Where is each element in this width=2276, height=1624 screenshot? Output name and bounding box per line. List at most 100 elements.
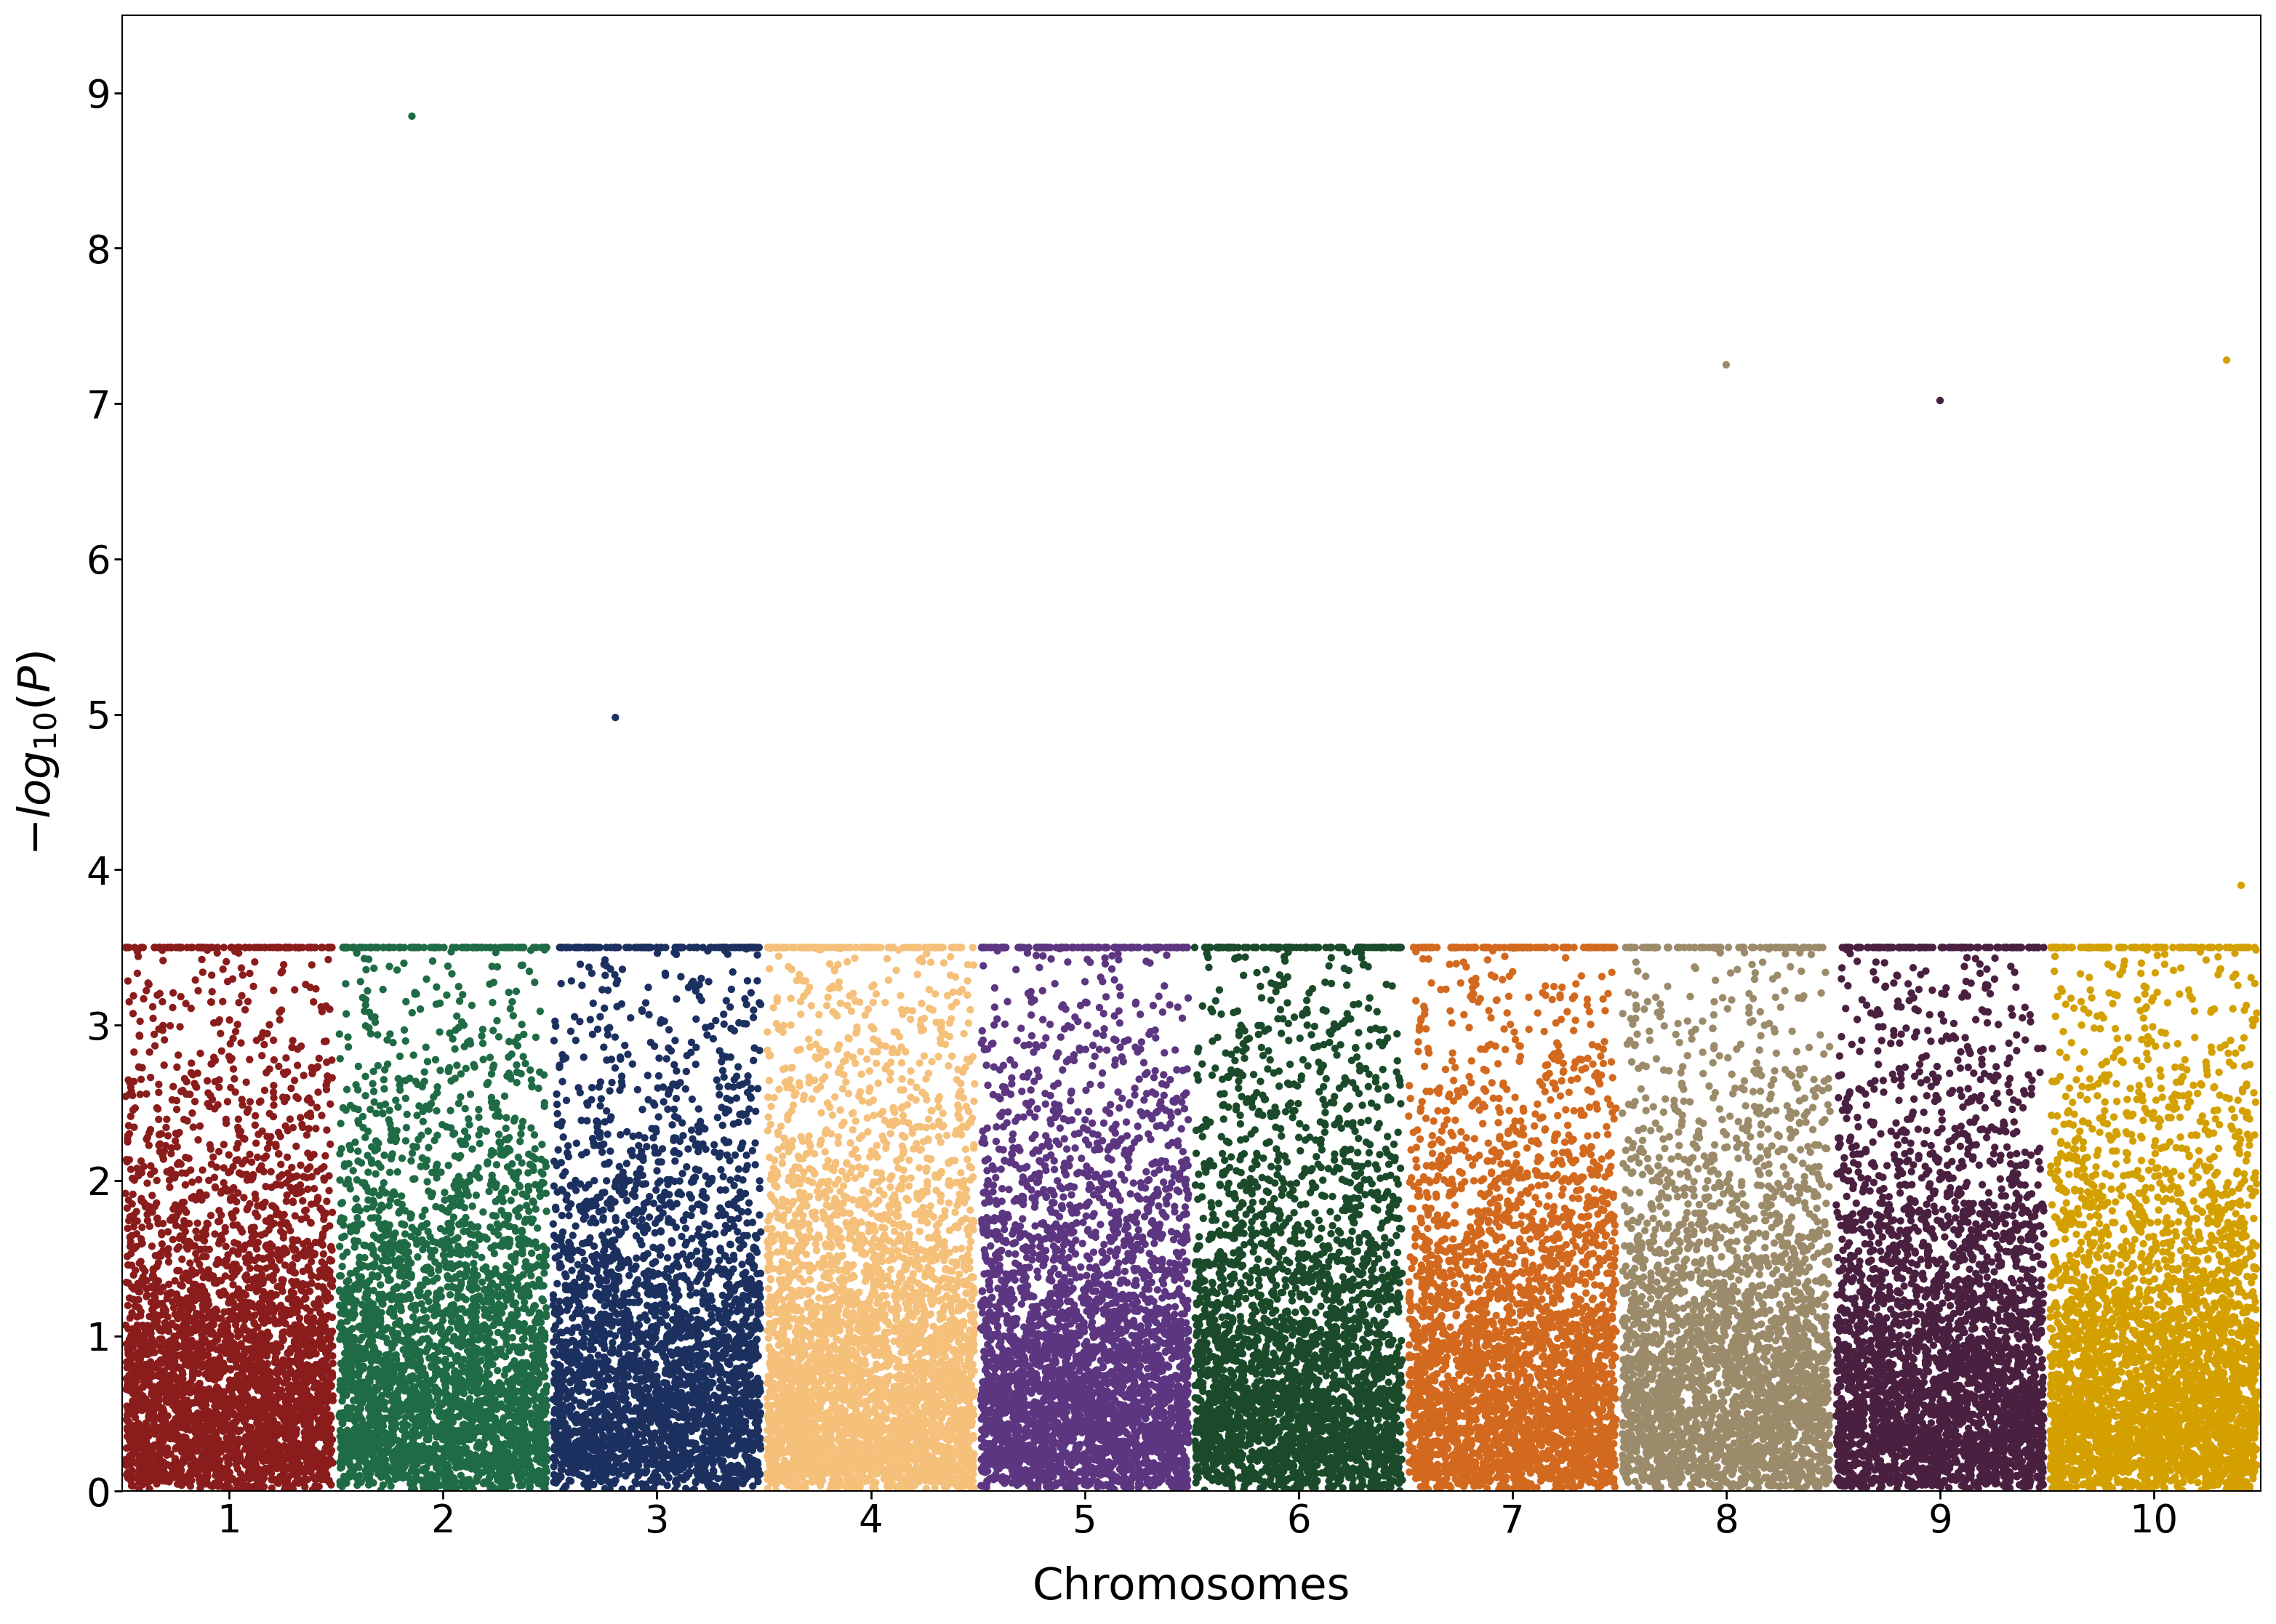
Point [646,1405,683,1431]
Point [1762,1385,1798,1411]
Point [1732,1312,1768,1338]
Point [1768,1288,1805,1314]
Point [1898,1397,1935,1423]
Point [592,1104,628,1130]
Point [157,1447,193,1473]
Point [942,1415,979,1440]
Point [997,1151,1033,1177]
Point [1862,1452,1898,1478]
Point [1732,1307,1768,1333]
Point [394,1458,430,1484]
Point [551,1143,587,1169]
Point [1252,1228,1288,1254]
Point [1350,1241,1386,1267]
Point [1343,934,1379,960]
Point [1561,1452,1598,1478]
Point [740,1260,776,1286]
Point [196,1393,232,1419]
Point [435,1255,471,1281]
Point [323,1377,360,1403]
Point [453,1408,489,1434]
Point [867,989,904,1015]
Point [1636,1473,1673,1499]
Point [1502,1393,1539,1419]
Point [1655,1392,1691,1418]
Point [1243,1312,1279,1338]
Point [576,1380,612,1406]
Point [1468,1419,1504,1445]
Point [2130,1276,2167,1302]
Point [1525,1213,1561,1239]
Point [803,1337,840,1363]
Point [237,1327,273,1353]
Point [1049,1465,1086,1491]
Point [1894,1398,1930,1424]
Point [1008,1237,1045,1263]
Point [305,1330,341,1356]
Point [2185,1369,2221,1395]
Point [307,1281,344,1307]
Point [1338,1348,1375,1374]
Point [1218,1338,1254,1364]
Point [419,1288,455,1314]
Point [567,1229,603,1255]
Point [578,1415,615,1440]
Point [234,1403,271,1429]
Point [296,1291,332,1317]
Point [1914,1439,1951,1465]
Point [578,1327,615,1353]
Point [1309,1437,1345,1463]
Point [1923,1402,1960,1427]
Point [1409,1345,1445,1371]
Point [1982,1361,2019,1387]
Point [769,1268,806,1294]
Point [321,1276,357,1302]
Point [1866,1424,1903,1450]
Point [353,1150,389,1176]
Point [282,1457,319,1483]
Point [1297,1356,1334,1382]
Point [655,1415,692,1440]
Point [940,1415,976,1440]
Point [1582,1324,1618,1350]
Point [881,1458,917,1484]
Point [1006,1406,1042,1432]
Point [2219,1390,2256,1416]
Point [332,1338,369,1364]
Point [879,1283,915,1309]
Point [1896,1411,1932,1437]
Point [1261,1244,1297,1270]
Point [157,1406,193,1432]
Point [1580,1397,1616,1423]
Point [1334,1070,1370,1096]
Point [1040,1280,1077,1306]
Point [769,1460,806,1486]
Point [651,1356,687,1382]
Point [323,1371,360,1397]
Point [1459,1364,1495,1390]
Point [1095,1462,1131,1488]
Point [228,1367,264,1393]
Point [259,1453,296,1479]
Point [1206,1415,1243,1440]
Point [1691,1281,1727,1307]
Point [2203,1431,2240,1457]
Point [1429,1427,1466,1453]
Point [1143,1413,1179,1439]
Point [1329,1069,1366,1095]
Point [1727,1419,1764,1445]
Point [341,1363,378,1389]
Point [2178,1418,2215,1444]
Point [2039,1458,2076,1484]
Point [605,1346,642,1372]
Point [403,1228,439,1254]
Point [1106,1259,1143,1285]
Point [1491,1121,1527,1147]
Point [1930,1475,1966,1501]
Point [881,1439,917,1465]
Point [1550,1473,1586,1499]
Point [915,1387,951,1413]
Point [382,1077,419,1103]
Point [391,1384,428,1410]
Point [1898,1408,1935,1434]
